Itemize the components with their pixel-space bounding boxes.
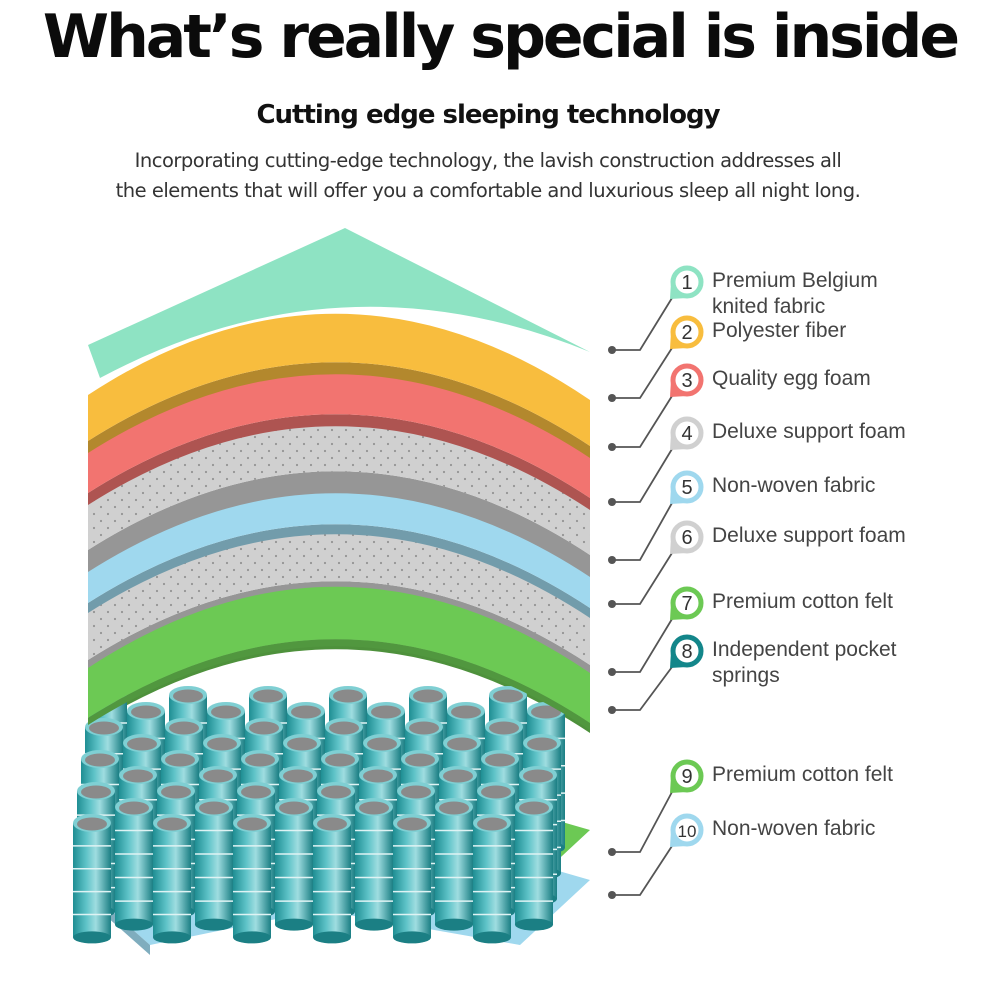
pin-number: 5 bbox=[681, 477, 692, 499]
callout-7: 7 bbox=[608, 586, 704, 676]
callout-9: 9 bbox=[608, 759, 704, 856]
layer-label-line: Polyester fiber bbox=[712, 319, 847, 342]
layer-3 bbox=[88, 363, 590, 510]
pin-number: 4 bbox=[681, 423, 692, 445]
page-subtitle: Cutting edge sleeping technology bbox=[256, 100, 720, 130]
pin-icon bbox=[670, 315, 704, 349]
callout-line bbox=[612, 297, 673, 351]
layer-side bbox=[88, 362, 590, 458]
layer-face bbox=[88, 363, 590, 498]
callout-line bbox=[612, 552, 673, 605]
layer-7-face bbox=[88, 586, 590, 723]
pocket-spring bbox=[435, 798, 473, 931]
callout-line bbox=[612, 448, 673, 503]
layer-label: Non-woven fabric bbox=[712, 473, 875, 499]
layer-label-line: Premium cotton felt bbox=[712, 763, 893, 786]
layer-label-line: Independent pocket bbox=[712, 638, 897, 661]
pocket-spring bbox=[473, 814, 511, 944]
pin-number: 2 bbox=[681, 322, 692, 344]
pin-number: 10 bbox=[678, 822, 697, 841]
layer-label-line: Premium cotton felt bbox=[712, 590, 893, 613]
layer-label: Polyester fiber bbox=[712, 318, 846, 344]
layer-4 bbox=[88, 416, 590, 577]
layer-label: Deluxe support foam bbox=[712, 419, 906, 445]
pocket-spring bbox=[313, 814, 351, 944]
pin-icon bbox=[670, 634, 704, 668]
callout-line bbox=[612, 502, 673, 561]
layer-1 bbox=[88, 228, 590, 378]
pin-icon bbox=[670, 416, 704, 450]
foam-dots bbox=[88, 416, 590, 555]
description: Incorporating cutting-edge technology, t… bbox=[0, 146, 976, 206]
layer-label-line: springs bbox=[712, 664, 780, 687]
pin-icon bbox=[670, 586, 704, 620]
description-line: the elements that will offer you a comfo… bbox=[115, 179, 861, 202]
pin-number: 3 bbox=[681, 370, 692, 392]
callout-5: 5 bbox=[608, 470, 704, 564]
pocket-spring bbox=[73, 814, 111, 944]
layer-label-line: Deluxe support foam bbox=[712, 420, 906, 443]
pocket-spring bbox=[233, 814, 271, 944]
pocket-spring bbox=[515, 798, 553, 931]
pocket-spring bbox=[393, 814, 431, 944]
layer-label: Independent pocket springs bbox=[712, 637, 897, 689]
layer-side bbox=[88, 471, 590, 577]
callout-line bbox=[612, 347, 673, 399]
pin-number: 8 bbox=[681, 641, 692, 663]
layer-label: Quality egg foam bbox=[712, 366, 871, 392]
description-line: Incorporating cutting-edge technology, t… bbox=[134, 149, 842, 172]
layer-label-line: Non-woven fabric bbox=[712, 817, 876, 840]
layer-label: Premium cotton felt bbox=[712, 589, 893, 615]
callout-2: 2 bbox=[608, 315, 704, 402]
foam-dots bbox=[88, 526, 590, 665]
callout-8: 8 bbox=[608, 634, 704, 714]
pin-icon bbox=[670, 759, 704, 793]
callout-4: 4 bbox=[608, 416, 704, 506]
callout-1: 1 bbox=[608, 265, 704, 354]
pin-number: 9 bbox=[681, 766, 692, 788]
layer-label: Non-woven fabric bbox=[712, 816, 875, 842]
layer-label: Deluxe support foam bbox=[712, 523, 906, 549]
callout-6: 6 bbox=[608, 520, 704, 608]
callout-line bbox=[612, 666, 673, 711]
pin-number: 7 bbox=[681, 593, 692, 615]
pocket-spring bbox=[153, 814, 191, 944]
layer-label-line: knited fabric bbox=[712, 295, 826, 318]
layer-label: Premium Belgium knited fabric bbox=[712, 268, 878, 320]
pocket-spring bbox=[355, 798, 393, 931]
page-title: What’s really special is inside bbox=[42, 2, 960, 72]
layer-label-line: Deluxe support foam bbox=[712, 524, 906, 547]
callout-line bbox=[612, 791, 673, 853]
callout-line bbox=[612, 845, 673, 896]
layer-label-line: Quality egg foam bbox=[712, 367, 871, 390]
callout-line bbox=[612, 618, 673, 673]
callout-10: 10 bbox=[608, 813, 704, 899]
callout-3: 3 bbox=[608, 363, 704, 451]
pin-icon bbox=[670, 265, 704, 299]
layer-face bbox=[88, 313, 590, 446]
callout-line bbox=[612, 395, 673, 448]
layer-label-line: Non-woven fabric bbox=[712, 474, 876, 497]
pin-icon bbox=[670, 363, 704, 397]
pocket-spring bbox=[115, 798, 153, 931]
layer-side bbox=[88, 524, 590, 618]
pin-icon bbox=[670, 520, 704, 554]
layer-7-side bbox=[88, 639, 590, 730]
pocket-spring bbox=[195, 798, 233, 931]
layer-2 bbox=[88, 313, 590, 458]
layer-side bbox=[88, 414, 590, 510]
pin-number: 1 bbox=[681, 272, 692, 294]
layer-label-line: Premium Belgium bbox=[712, 269, 878, 292]
pin-icon bbox=[670, 470, 704, 504]
layer-label: Premium cotton felt bbox=[712, 762, 893, 788]
pin-icon bbox=[670, 813, 704, 847]
pocket-spring bbox=[275, 798, 313, 931]
pin-number: 6 bbox=[681, 527, 692, 549]
